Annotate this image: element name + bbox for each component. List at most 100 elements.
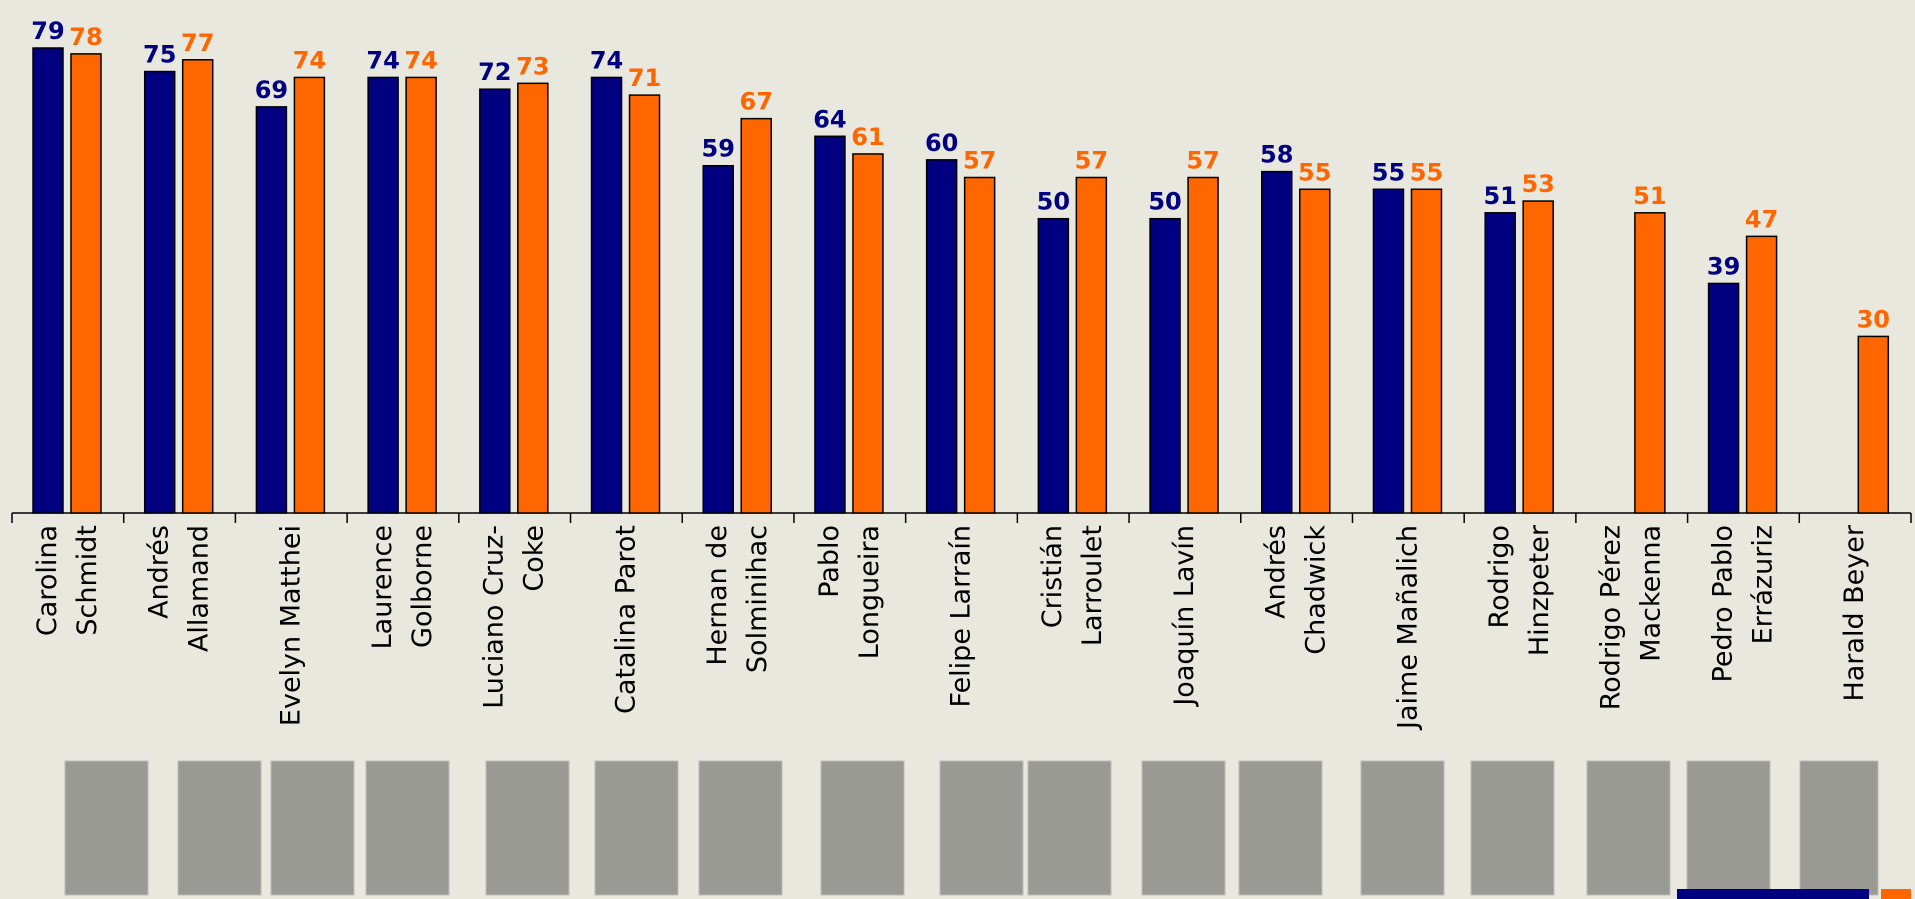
bar	[1149, 217, 1181, 514]
value-label: 59	[702, 135, 735, 163]
photo	[1238, 760, 1323, 896]
x-tick-label: Evelyn Matthei	[275, 525, 306, 726]
photo	[1799, 760, 1879, 896]
photo	[365, 760, 450, 896]
value-label: 53	[1521, 170, 1554, 198]
bar	[293, 76, 326, 514]
bar	[1299, 188, 1331, 514]
bar	[852, 153, 884, 514]
value-label: 50	[1037, 188, 1070, 216]
photo	[939, 760, 1024, 896]
value-label: 51	[1483, 182, 1516, 210]
x-tick-label: Hernan de Solminihac	[702, 525, 773, 673]
bar	[255, 106, 288, 514]
value-label: 79	[31, 17, 64, 45]
value-label: 69	[255, 76, 288, 104]
bar	[1037, 217, 1070, 514]
photo	[1141, 760, 1226, 896]
bar	[1522, 200, 1554, 514]
value-label: 67	[740, 88, 773, 116]
x-tick-label: Laurence Golborne	[366, 525, 437, 649]
value-label: 74	[404, 46, 437, 74]
bar	[1075, 176, 1108, 514]
bar	[1187, 176, 1219, 514]
x-tick-label: Joaquín Lavín	[1168, 525, 1199, 708]
bar	[1261, 170, 1293, 514]
photo	[177, 760, 262, 896]
bar	[1634, 212, 1666, 514]
bar	[702, 164, 734, 514]
value-label: 58	[1260, 141, 1293, 169]
photo	[1586, 760, 1671, 896]
bar	[479, 88, 511, 514]
value-label: 57	[1186, 146, 1219, 174]
bar	[740, 117, 772, 514]
photo	[594, 760, 679, 896]
value-label: 61	[851, 123, 884, 151]
bar	[925, 159, 958, 514]
photo	[64, 760, 149, 896]
bar	[143, 70, 176, 514]
x-tick-label: Luciano Cruz- Coke	[478, 525, 549, 709]
value-label: 60	[925, 129, 958, 157]
bar	[32, 47, 64, 514]
x-tick-label: Catalina Parot	[610, 525, 641, 714]
value-label: 57	[1075, 146, 1108, 174]
photo	[270, 760, 355, 896]
value-label: 57	[963, 146, 996, 174]
x-tick-label: Rodrigo Pérez Mackenna	[1595, 525, 1666, 710]
value-label: 73	[516, 52, 549, 80]
value-label: 55	[1372, 158, 1405, 186]
bar	[1410, 188, 1443, 514]
x-tick-label: Andrés Chadwick	[1260, 525, 1331, 655]
value-label: 51	[1633, 182, 1666, 210]
bar	[1707, 282, 1740, 514]
bar	[70, 53, 102, 514]
value-label: 71	[628, 64, 661, 92]
value-label: 30	[1857, 305, 1890, 333]
photo	[698, 760, 783, 896]
bar	[628, 94, 661, 514]
photo	[1360, 760, 1445, 896]
photos	[64, 760, 1879, 896]
photo	[1686, 760, 1771, 896]
photo	[1027, 760, 1112, 896]
value-label: 78	[69, 23, 102, 51]
bar	[1745, 235, 1778, 514]
bar	[1857, 335, 1890, 514]
x-tick-label: Pedro Pablo Errázuriz	[1707, 525, 1778, 682]
value-label: 39	[1707, 252, 1740, 280]
bar	[517, 82, 549, 514]
photo	[1470, 760, 1555, 896]
bar	[1372, 188, 1405, 514]
value-label: 72	[478, 58, 511, 86]
value-label: 47	[1745, 205, 1778, 233]
photo	[820, 760, 905, 896]
bar	[1484, 212, 1516, 514]
x-tick-label: Andrés Allamand	[143, 525, 214, 652]
x-tick-label: Jaime Mañalich	[1392, 525, 1423, 731]
value-label: 55	[1410, 158, 1443, 186]
value-label: 50	[1148, 188, 1181, 216]
value-label: 77	[181, 29, 214, 57]
x-tick-label: Rodrigo Hinzpeter	[1484, 524, 1555, 656]
value-label: 64	[813, 105, 846, 133]
value-label: 74	[590, 46, 623, 74]
value-label: 75	[143, 41, 176, 69]
bar	[963, 176, 996, 514]
photo	[485, 760, 570, 896]
x-tick-label: Cristián Larroulet	[1037, 525, 1108, 646]
x-tick-label: Carolina Schmidt	[31, 525, 102, 636]
decor-bar	[1881, 889, 1911, 899]
bar	[590, 76, 623, 514]
x-tick-label: Felipe Larraín	[945, 525, 976, 707]
x-tick-label: Harald Beyer	[1839, 524, 1870, 701]
bar	[181, 59, 214, 514]
bar	[814, 135, 846, 514]
bar	[405, 76, 437, 514]
bar	[367, 76, 399, 514]
x-tick-label: Pablo Longueira	[813, 525, 884, 659]
value-label: 55	[1298, 158, 1331, 186]
decor-bar	[1677, 889, 1869, 899]
